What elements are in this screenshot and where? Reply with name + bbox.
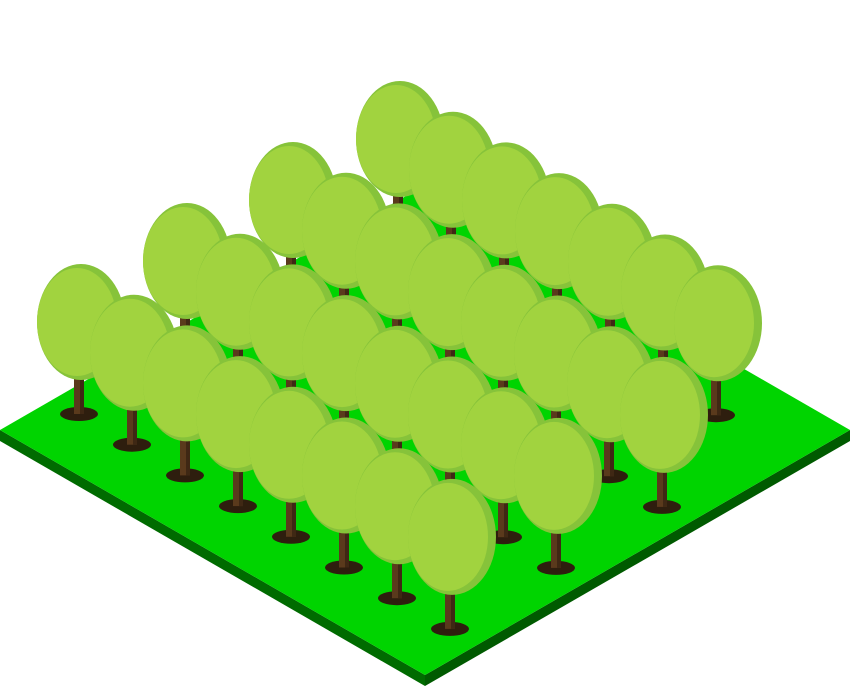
- tree-25: [620, 356, 708, 514]
- tree-canopy: [514, 421, 594, 530]
- ground-side-right: [425, 430, 850, 686]
- tree-31: [408, 478, 496, 636]
- tree-canopy: [674, 269, 754, 378]
- tree-16: [674, 265, 762, 423]
- tree-canopy: [408, 482, 488, 591]
- ground-side-left: [0, 430, 425, 686]
- tree-canopy: [620, 360, 700, 469]
- tree-shadow: [643, 499, 681, 514]
- tree-grid: [37, 81, 762, 636]
- tree-29: [514, 417, 602, 575]
